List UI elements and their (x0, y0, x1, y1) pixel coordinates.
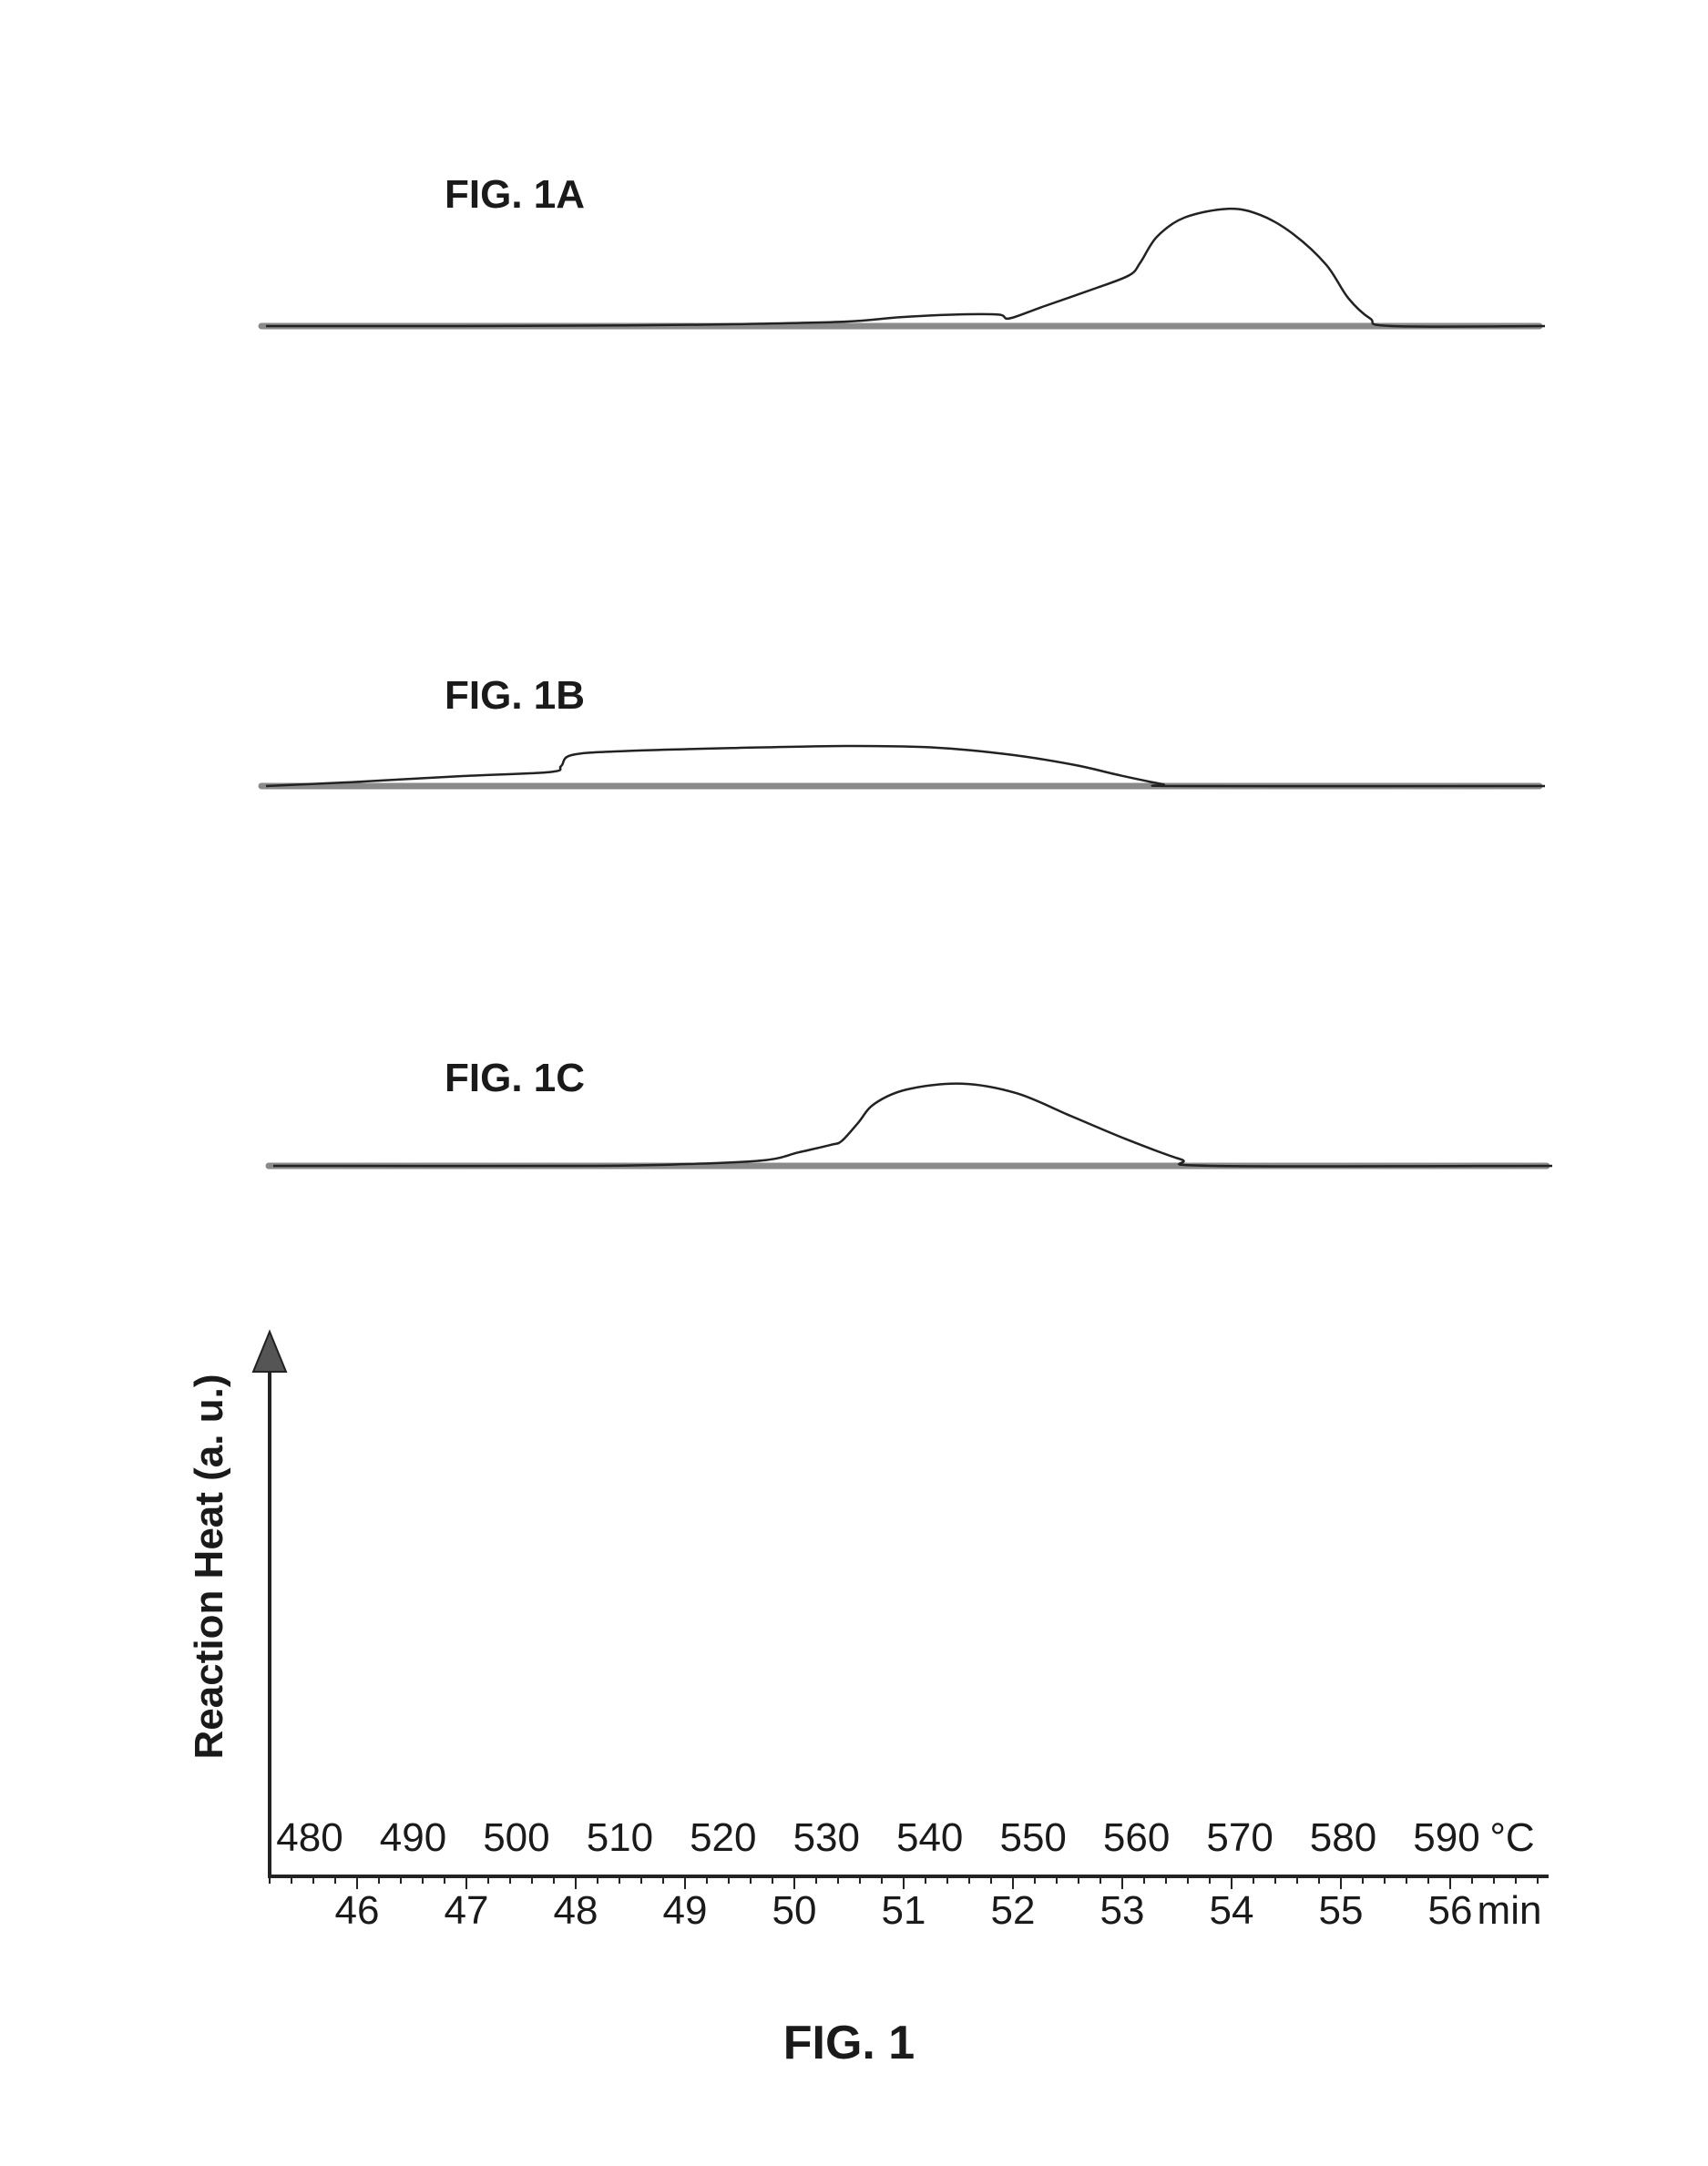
panel-1b-label: FIG. 1B (445, 673, 585, 718)
temperature-tick-label: 520 (690, 1815, 756, 1860)
panel-1c-label: FIG. 1C (445, 1056, 585, 1100)
temperature-tick-label: 540 (896, 1815, 963, 1860)
panel-1c: FIG. 1C (269, 1056, 1552, 1167)
time-tick-label: 51 (882, 1888, 926, 1933)
temperature-tick-label: 550 (999, 1815, 1066, 1860)
temperature-tick-label: 480 (276, 1815, 343, 1860)
figure-caption: FIG. 1 (783, 2017, 915, 2069)
time-tick-label: 47 (445, 1888, 489, 1933)
temperature-tick-labels: 480 490 500 510 520 530 540 550 560 570 580 590 (276, 1815, 1479, 1860)
temperature-tick-label: 530 (793, 1815, 860, 1860)
temperature-tick-label: 570 (1206, 1815, 1273, 1860)
y-axis-arrow-icon (253, 1332, 286, 1372)
time-tick-labels: 46 47 48 49 50 51 52 53 54 55 56 (335, 1888, 1473, 1933)
time-tick-label: 52 (991, 1888, 1036, 1933)
panel-1b: FIG. 1B (261, 673, 1545, 786)
temperature-tick-label: 580 (1310, 1815, 1376, 1860)
temperature-tick-label: 510 (587, 1815, 653, 1860)
time-tick-label: 54 (1210, 1888, 1254, 1933)
temperature-unit-label: °C (1489, 1815, 1534, 1860)
panel-1a-series-line (266, 209, 1545, 326)
temperature-tick-label: 590 (1413, 1815, 1479, 1860)
time-tick-label: 49 (663, 1888, 708, 1933)
time-tick-label: 56 (1428, 1888, 1473, 1933)
figure-canvas: FIG. 1A FIG. 1B FIG. 1C Reaction Heat (a… (0, 0, 1708, 2166)
panel-1a-label: FIG. 1A (445, 172, 585, 217)
panel-1a: FIG. 1A (261, 172, 1545, 327)
time-tick-label: 48 (554, 1888, 598, 1933)
temperature-tick-label: 490 (380, 1815, 446, 1860)
panel-1b-series-line (266, 746, 1545, 786)
time-tick-label: 53 (1100, 1888, 1145, 1933)
axes: Reaction Heat (a. u.) 480 490 500 510 520 530… (187, 1332, 1549, 1933)
time-tick-label: 55 (1319, 1888, 1364, 1933)
time-unit-label: min (1478, 1888, 1542, 1933)
time-tick-label: 46 (335, 1888, 380, 1933)
time-tick-label: 50 (772, 1888, 817, 1933)
temperature-tick-label: 500 (483, 1815, 549, 1860)
x-axis-minor-ticks (270, 1876, 1538, 1889)
temperature-tick-label: 560 (1103, 1815, 1170, 1860)
y-axis-title: Reaction Heat (a. u.) (187, 1374, 231, 1760)
